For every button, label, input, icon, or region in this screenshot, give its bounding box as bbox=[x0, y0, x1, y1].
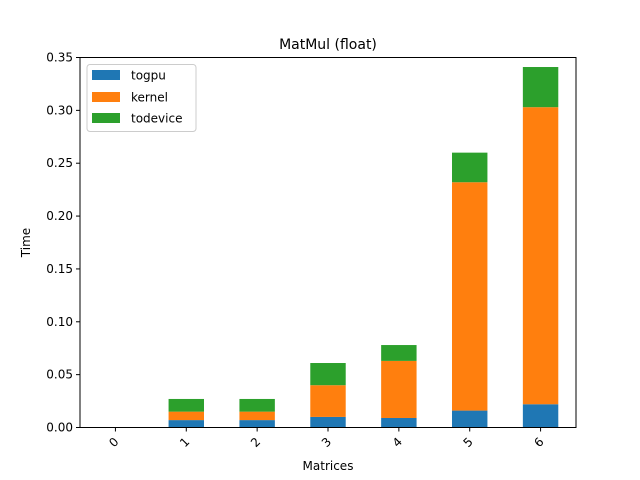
legend: togpu kernel todevice bbox=[86, 64, 197, 132]
legend-swatch-todevice bbox=[92, 113, 120, 123]
bar-kernel-1 bbox=[168, 411, 204, 421]
y-tick-label: 0.25 bbox=[46, 156, 73, 170]
y-tick-label: 0.15 bbox=[46, 262, 73, 276]
bar-togpu-2 bbox=[239, 420, 275, 428]
bar-togpu-6 bbox=[522, 404, 559, 428]
bar-kernel-2 bbox=[239, 411, 275, 421]
bar-kernel-3 bbox=[310, 385, 346, 417]
bar-kernel-5 bbox=[452, 182, 488, 411]
legend-swatch-togpu bbox=[92, 70, 120, 80]
legend-label-todevice: todevice bbox=[131, 112, 182, 126]
bar-todevice-3 bbox=[310, 363, 346, 386]
bar-todevice-4 bbox=[381, 345, 417, 361]
y-tick-label: 0.20 bbox=[46, 209, 73, 223]
bar-todevice-5 bbox=[452, 152, 488, 183]
bar-togpu-3 bbox=[310, 416, 346, 428]
bar-kernel-4 bbox=[381, 360, 417, 418]
chart-title: MatMul (float) bbox=[279, 37, 377, 53]
bar-togpu-4 bbox=[381, 417, 417, 428]
y-tick-label: 0.35 bbox=[46, 51, 73, 65]
bar-todevice-6 bbox=[522, 67, 559, 108]
legend-label-togpu: togpu bbox=[131, 69, 166, 83]
y-tick-label: 0.30 bbox=[46, 103, 73, 117]
bar-kernel-6 bbox=[522, 107, 559, 405]
plot-frame bbox=[79, 57, 577, 428]
bar-todevice-1 bbox=[168, 398, 204, 412]
y-tick-label: 0.05 bbox=[46, 368, 73, 382]
bars-layer bbox=[168, 67, 559, 428]
bar-todevice-2 bbox=[239, 398, 275, 412]
legend-label-kernel: kernel bbox=[131, 91, 168, 105]
y-tick-label: 0.00 bbox=[46, 421, 73, 435]
bar-togpu-5 bbox=[452, 410, 488, 428]
y-axis-label: Time bbox=[19, 228, 33, 258]
x-axis-label: Matrices bbox=[303, 459, 354, 473]
legend-swatch-kernel bbox=[92, 92, 120, 102]
y-tick-label: 0.10 bbox=[46, 315, 73, 329]
y-axis: 0.00 0.05 0.10 0.15 0.20 0.25 0.30 0.35 bbox=[46, 51, 80, 435]
bar-togpu-1 bbox=[168, 420, 204, 428]
